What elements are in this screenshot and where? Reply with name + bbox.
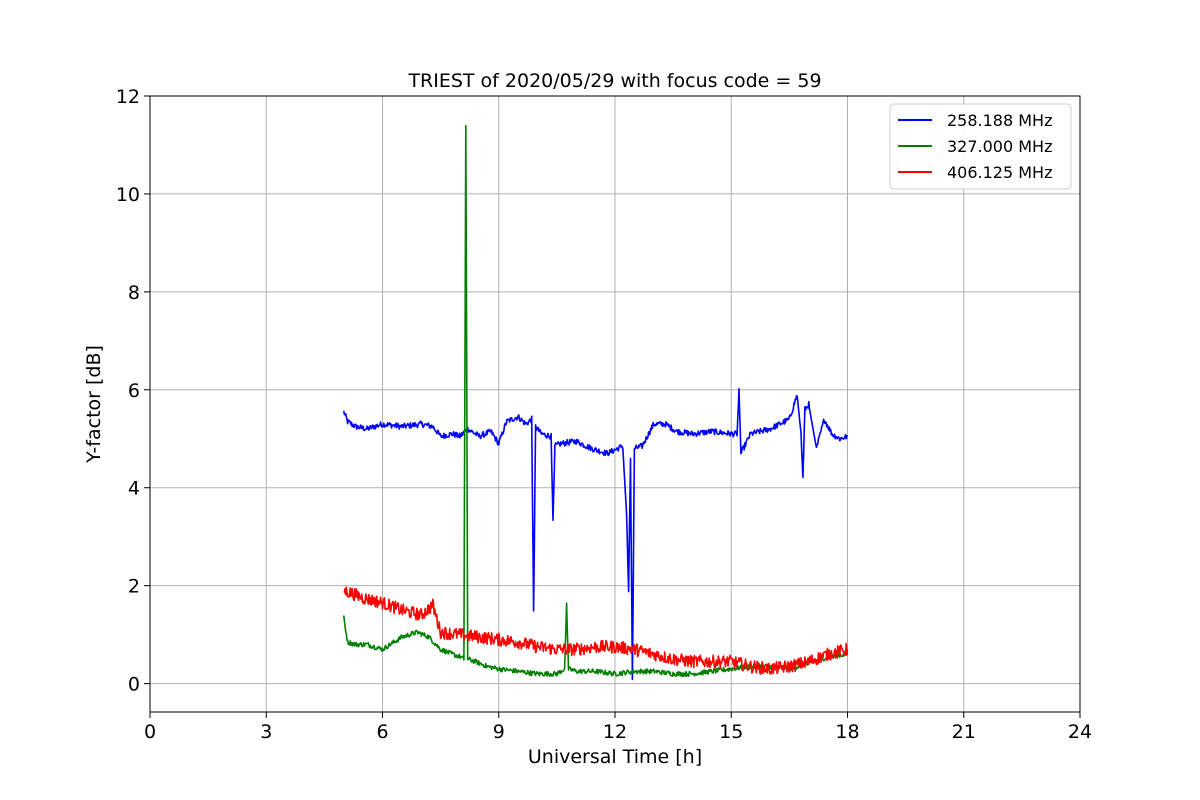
y-axis-label: Y-factor [dB] <box>83 345 105 464</box>
y-tick-label: 4 <box>128 478 140 500</box>
y-tick-label: 2 <box>128 576 140 598</box>
legend-label: 406.125 MHz <box>947 163 1052 182</box>
y-tick-label: 8 <box>128 282 140 304</box>
legend-label: 258.188 MHz <box>947 111 1052 130</box>
series-line-1 <box>343 387 848 681</box>
x-tick-label: 24 <box>1068 721 1092 743</box>
y-tick-label: 12 <box>116 86 140 108</box>
x-axis-label: Universal Time [h] <box>528 746 702 768</box>
chart-title: TRIEST of 2020/05/29 with focus code = 5… <box>407 70 821 92</box>
legend-box <box>889 103 1072 190</box>
x-tick-label: 9 <box>493 721 505 743</box>
y-tick-label: 6 <box>128 380 140 402</box>
y-tick-label: 0 <box>128 674 140 696</box>
series-layer <box>343 124 849 681</box>
x-tick-label: 15 <box>719 721 743 743</box>
x-tick-label: 6 <box>376 721 388 743</box>
x-tick-label: 21 <box>952 721 976 743</box>
x-tick-label: 3 <box>260 721 272 743</box>
x-tick-label: 18 <box>835 721 859 743</box>
y-tick-label: 10 <box>116 184 140 206</box>
legend: 258.188 MHz 327.000 MHz 406.125 MHz <box>889 103 1072 190</box>
x-tick-label: 0 <box>144 721 156 743</box>
series-line-3 <box>343 586 849 675</box>
x-tick-label: 12 <box>603 721 627 743</box>
legend-label: 327.000 MHz <box>947 137 1052 156</box>
